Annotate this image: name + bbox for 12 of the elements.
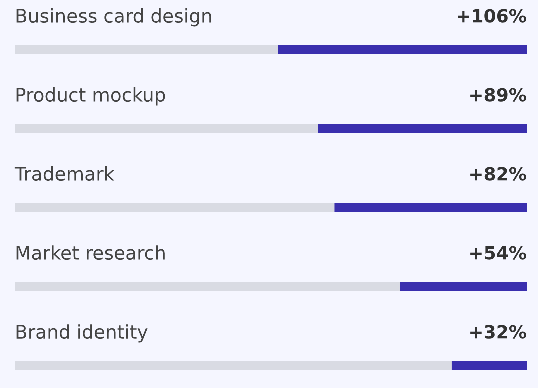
- y-tick-label: Brand identity: [16, 324, 148, 343]
- y-tick-label: Product mockup: [16, 88, 166, 106]
- bar: [400, 282, 527, 292]
- bar: [452, 362, 527, 371]
- data-label: +106%: [458, 9, 526, 23]
- y-tick-label: Market research: [16, 246, 165, 260]
- y-tick-label: Trademark: [14, 166, 115, 182]
- data-label: +54%: [470, 246, 526, 260]
- data-label: +89%: [470, 88, 526, 102]
- data-label: +32%: [470, 325, 526, 339]
- data-label: +82%: [470, 167, 526, 181]
- y-tick-label: Business card design: [16, 8, 212, 27]
